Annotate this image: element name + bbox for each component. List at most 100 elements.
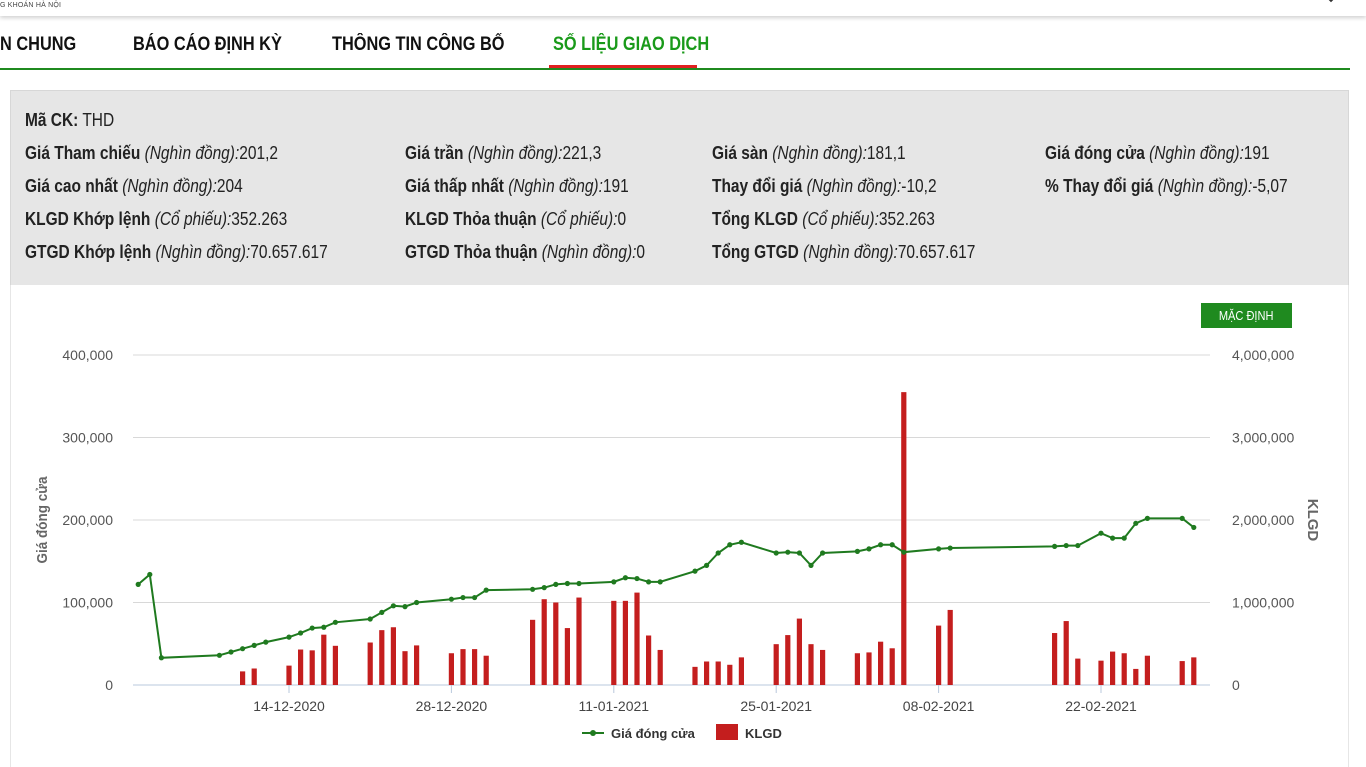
close-price-point <box>309 625 315 631</box>
volume-bar <box>321 634 327 685</box>
volume-bar <box>483 655 489 685</box>
matched-value-label: GTGD Khớp lệnh <box>25 242 152 262</box>
volume-bar <box>878 641 884 685</box>
close-price-point <box>808 562 814 568</box>
tab-trading-data[interactable]: SỐ LIỆU GIAO DỊCH <box>553 34 710 55</box>
ceiling-price-label: Giá trần <box>405 143 464 163</box>
volume-bar <box>564 628 570 685</box>
close-price-point <box>576 580 582 587</box>
active-tab-indicator <box>549 65 697 68</box>
tab-periodic-reports[interactable]: BÁO CÁO ĐỊNH KỲ <box>133 34 282 55</box>
x-axis-tick-label: 22-02-2021 <box>1065 698 1137 714</box>
volume-bar <box>379 630 385 685</box>
ref-price-value: 201,2 <box>239 143 279 163</box>
left-axis-tick-label: 300,000 <box>62 430 113 446</box>
floor-price: Giá sàn (Nghìn đồng):181,1 <box>712 143 906 164</box>
left-axis-tick-label: 400,000 <box>62 347 113 363</box>
tab-disclosures[interactable]: THÔNG TIN CÔNG BỐ <box>332 34 505 55</box>
close-price-point <box>1063 542 1069 549</box>
close-price-point <box>530 586 536 592</box>
deal-volume-unit: (Cổ phiếu): <box>540 209 618 229</box>
volume-bar <box>309 650 315 685</box>
close-price-point <box>889 542 895 548</box>
low-price-value: 191 <box>602 176 629 196</box>
right-axis-tick-label: 0 <box>1232 677 1240 693</box>
volume-bar <box>286 665 292 685</box>
matched-volume-label: KLGD Khớp lệnh <box>25 209 151 229</box>
ticker-label: Mã CK: <box>25 110 79 130</box>
volume-bar <box>866 652 872 685</box>
close-price-point <box>390 603 396 609</box>
volume-bar <box>530 619 536 685</box>
deal-value-value: 0 <box>636 242 646 262</box>
high-price-label: Giá cao nhất <box>25 176 118 196</box>
close-price-point <box>402 604 408 610</box>
close-price-point <box>1052 543 1058 550</box>
high-price: Giá cao nhất (Nghìn đồng):204 <box>25 176 243 197</box>
legend-line-marker <box>590 730 596 736</box>
volume-bar <box>646 635 652 685</box>
volume-bar <box>820 649 826 685</box>
tab-bar: N CHUNG BÁO CÁO ĐỊNH KỲ THÔNG TIN CÔNG B… <box>0 24 1350 70</box>
floor-price-value: 181,1 <box>866 143 906 163</box>
volume-bar <box>785 635 791 685</box>
price-change-unit: (Nghìn đồng): <box>806 176 902 196</box>
matched-value-value: 70.657.617 <box>250 242 328 262</box>
volume-bar <box>808 644 814 685</box>
right-axis-tick-label: 2,000,000 <box>1232 512 1294 528</box>
x-axis-tick-label: 08-02-2021 <box>903 698 975 714</box>
close-price-point <box>414 599 420 606</box>
ref-price-label: Giá Tham chiếu <box>25 143 141 163</box>
volume-bar <box>1063 621 1069 685</box>
close-price-point <box>773 550 779 556</box>
pct-change-value: -5,07 <box>1252 176 1288 196</box>
pct-change-unit: (Nghìn đồng): <box>1157 176 1253 196</box>
low-price-label: Giá thấp nhất <box>405 176 504 196</box>
chevron-down-icon[interactable] <box>1326 0 1336 4</box>
close-price-value: 191 <box>1243 143 1270 163</box>
close-price-point <box>657 579 663 585</box>
close-price-point <box>541 585 547 591</box>
ref-price-unit: (Nghìn đồng): <box>144 143 240 163</box>
low-price: Giá thấp nhất (Nghìn đồng):191 <box>405 176 629 197</box>
right-axis-tick-label: 4,000,000 <box>1232 347 1294 363</box>
volume-bar <box>298 649 304 685</box>
volume-bar <box>901 392 907 685</box>
deal-volume: KLGD Thỏa thuận (Cổ phiếu):0 <box>405 209 626 230</box>
close-price-point <box>1110 535 1116 541</box>
site-logo-text: G KHOÁN HÀ NỘI <box>0 2 62 9</box>
volume-bar <box>402 651 408 685</box>
close-price-point <box>472 594 478 601</box>
volume-bar <box>692 666 698 685</box>
close-price-point <box>553 581 559 587</box>
total-volume-unit: (Cổ phiếu): <box>802 209 879 229</box>
close-price-point <box>379 609 385 616</box>
close-price-label: Giá đóng cửa <box>1045 143 1145 163</box>
close-price-point <box>611 579 617 585</box>
legend-label-volume: KLGD <box>745 726 782 741</box>
close-price-point <box>936 546 942 552</box>
total-value-label: Tổng GTGD <box>712 242 799 262</box>
deal-value-unit: (Nghìn đồng): <box>541 242 637 262</box>
top-header-bar: G KHOÁN HÀ NỘI <box>0 0 1366 16</box>
volume-bar <box>1052 633 1058 685</box>
close-price-point <box>796 550 803 556</box>
volume-bar <box>611 600 617 685</box>
volume-bar <box>715 661 721 685</box>
tab-general-info[interactable]: N CHUNG <box>0 34 77 55</box>
volume-bar <box>541 599 547 685</box>
right-axis-tick-label: 3,000,000 <box>1232 430 1294 446</box>
volume-bar <box>889 648 895 685</box>
left-axis-tick-label: 0 <box>105 677 113 693</box>
legend-bar-symbol <box>716 724 738 740</box>
total-volume-label: Tổng KLGD <box>712 209 798 229</box>
close-price-point <box>286 634 292 640</box>
deal-volume-label: KLGD Thỏa thuận <box>405 209 537 229</box>
default-view-button[interactable]: MẶC ĐỊNH <box>1201 303 1292 328</box>
close-price-point <box>1144 515 1150 521</box>
total-volume: Tổng KLGD (Cổ phiếu):352.263 <box>712 209 935 230</box>
pct-change: % Thay đổi giá (Nghìn đồng):-5,07 <box>1045 176 1288 197</box>
x-axis-tick-label: 11-01-2021 <box>579 698 650 714</box>
matched-volume-value: 352.263 <box>231 209 288 229</box>
